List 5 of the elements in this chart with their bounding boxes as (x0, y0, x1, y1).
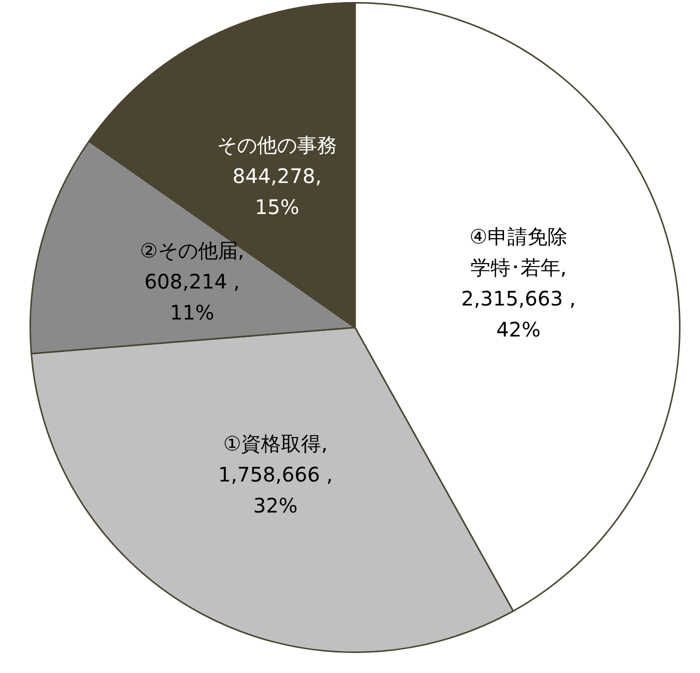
slice-label: ④申請免除学特･若年, 2,315,663 , 42% (461, 224, 576, 342)
slice-label: その他の事務 (217, 132, 338, 157)
data-label: 844,278, 15% (232, 164, 322, 219)
slice-label: ②その他届, 608,214 , 11% (140, 238, 244, 324)
slice-label: ①資格取得, 1,758,666 , 32% (218, 432, 333, 518)
